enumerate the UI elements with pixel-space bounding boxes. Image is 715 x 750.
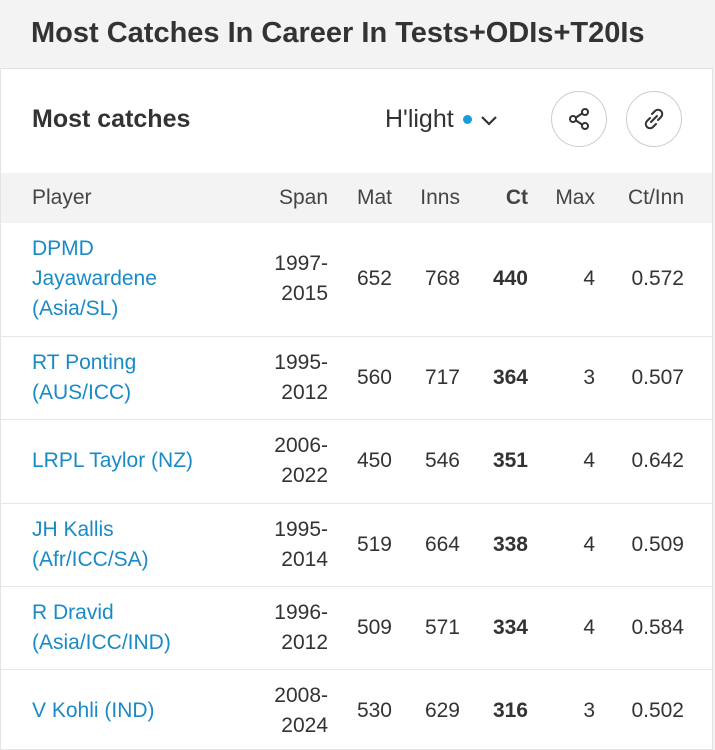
max-catches: 4 xyxy=(528,223,595,337)
innings: 571 xyxy=(392,586,460,670)
share-icon xyxy=(569,108,589,130)
column-header: Max xyxy=(555,186,595,209)
column-header: Ct xyxy=(505,186,528,209)
catches: 316 xyxy=(460,669,528,749)
table-row: R Dravid (Asia/ICC/IND) 1996-​2012 509 571 3… xyxy=(1,586,712,670)
matches: 519 xyxy=(328,503,392,587)
column-header: Inns xyxy=(420,186,460,209)
link-icon xyxy=(644,108,664,130)
span: 1996-​2012 xyxy=(244,586,328,670)
matches: 652 xyxy=(328,223,392,337)
card-title: Most catches xyxy=(32,105,191,133)
card-header: Most catches H'light xyxy=(1,69,712,173)
column-header: Player xyxy=(32,186,92,209)
span: 1995-​2012 xyxy=(244,336,328,420)
catches-per-innings: 0.584 xyxy=(595,586,712,670)
table-header: Player Span Mat Inns Ct Max Ct/Inn xyxy=(1,173,712,223)
max-catches: 3 xyxy=(528,336,595,420)
catches: 364 xyxy=(460,336,528,420)
link-button[interactable] xyxy=(626,91,682,147)
span: 2006-​2022 xyxy=(244,419,328,504)
player-name[interactable]: JH Kallis (Afr/ICC/SA) xyxy=(1,503,244,587)
catches: 338 xyxy=(460,503,528,587)
catches: 440 xyxy=(460,223,528,337)
player-name[interactable]: RT Ponting (AUS/ICC) xyxy=(1,336,244,420)
matches: 560 xyxy=(328,336,392,420)
highlight-dropdown[interactable]: H'light xyxy=(385,105,500,134)
innings: 664 xyxy=(392,503,460,587)
player-name[interactable]: DPMD Jayawardene (Asia/SL) xyxy=(1,223,244,337)
column-header: Ct/Inn xyxy=(627,186,684,209)
catches-per-innings: 0.572 xyxy=(595,223,712,337)
span: 1995-​2014 xyxy=(244,503,328,587)
player-name[interactable]: R Dravid (Asia/ICC/IND) xyxy=(1,586,244,670)
highlight-label: H'light xyxy=(385,105,454,133)
chevron-icon xyxy=(480,115,497,126)
matches: 509 xyxy=(328,586,392,670)
matches: 450 xyxy=(328,419,392,504)
column-header: Span xyxy=(278,186,328,209)
table-row: V Kohli (IND) 2008-​2024 530 629 316 3 0.502 xyxy=(1,669,712,749)
player-name[interactable]: V Kohli (IND) xyxy=(1,669,244,749)
highlight-dot xyxy=(462,115,472,124)
table-row: DPMD Jayawardene (Asia/SL) 1997-​2015 652 7… xyxy=(1,223,712,337)
span: 2008-​2024 xyxy=(244,669,328,749)
matches: 530 xyxy=(328,669,392,749)
catches: 351 xyxy=(460,419,528,504)
table-row: RT Ponting (AUS/ICC) 1995-​2012 560 717 364 3… xyxy=(1,336,712,420)
max-catches: 3 xyxy=(528,669,595,749)
table-row: LRPL Taylor (NZ) 2006-​2022 450 546 351 4 0.64… xyxy=(1,419,712,504)
stats-table: Player Span Mat Inns Ct Max Ct/Inn DPMD Jayawa… xyxy=(1,173,712,749)
span: 1997-​2015 xyxy=(244,223,328,337)
catches-per-innings: 0.642 xyxy=(595,419,712,504)
innings: 768 xyxy=(392,223,460,337)
catches: 334 xyxy=(460,586,528,670)
innings: 546 xyxy=(392,419,460,504)
column-header: Mat xyxy=(356,186,392,209)
catches-per-innings: 0.509 xyxy=(595,503,712,587)
card: Most catches H'light Player Span Mat Inns Ct… xyxy=(0,68,713,750)
innings: 717 xyxy=(392,336,460,420)
table-row: JH Kallis (Afr/ICC/SA) 1995-​2014 519 664 33… xyxy=(1,503,712,587)
catches-per-innings: 0.507 xyxy=(595,336,712,420)
catches-per-innings: 0.502 xyxy=(595,669,712,749)
max-catches: 4 xyxy=(528,503,595,587)
max-catches: 4 xyxy=(528,419,595,504)
player-name[interactable]: LRPL Taylor (NZ) xyxy=(1,419,244,504)
max-catches: 4 xyxy=(528,586,595,670)
share-button[interactable] xyxy=(551,91,607,147)
innings: 629 xyxy=(392,669,460,749)
page-title: Most Catches In Career In Tests+ODIs+T20… xyxy=(31,16,645,49)
